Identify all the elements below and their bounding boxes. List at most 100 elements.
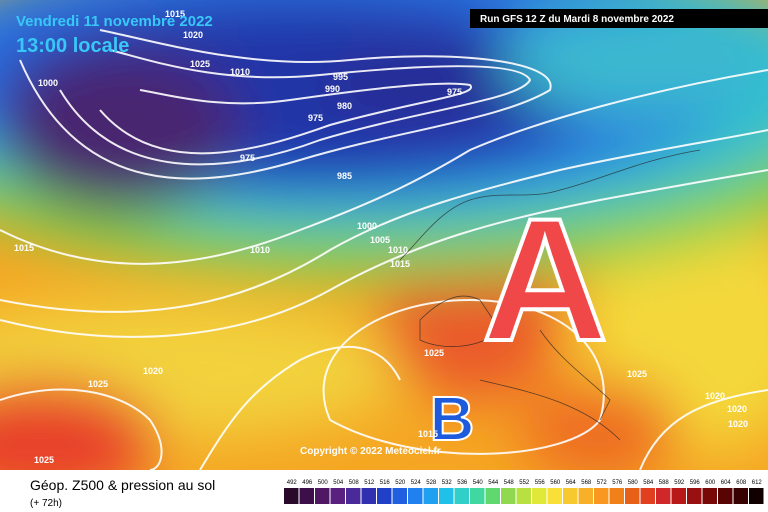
scale-swatch bbox=[439, 488, 454, 504]
isobar-label: 1015 bbox=[418, 429, 438, 439]
scale-label: 500 bbox=[318, 480, 329, 486]
scale-label: 592 bbox=[674, 480, 685, 486]
isobar-label: 975 bbox=[240, 153, 255, 163]
isobar-label: 1010 bbox=[388, 245, 408, 255]
scale-swatch bbox=[377, 488, 392, 504]
isobar-label: 1000 bbox=[38, 78, 58, 88]
scale-swatch bbox=[470, 488, 485, 504]
run-info: Run GFS 12 Z du Mardi 8 novembre 2022 bbox=[480, 14, 674, 25]
scale-label: 612 bbox=[752, 480, 763, 486]
scale-label: 580 bbox=[628, 480, 639, 486]
scale-swatch bbox=[454, 488, 469, 504]
scale-label: 544 bbox=[488, 480, 499, 486]
scale-swatch bbox=[578, 488, 593, 504]
scale-swatch bbox=[423, 488, 438, 504]
scale-label: 524 bbox=[411, 480, 422, 486]
low-pressure-marker: B bbox=[430, 385, 475, 454]
scale-swatch bbox=[563, 488, 578, 504]
high-pressure-marker: A bbox=[482, 183, 608, 378]
scale-label: 560 bbox=[550, 480, 561, 486]
scale-label: 608 bbox=[736, 480, 747, 486]
scale-label: 576 bbox=[612, 480, 623, 486]
isobar-label: 1025 bbox=[88, 379, 108, 389]
run-box bbox=[470, 9, 768, 28]
scale-label: 572 bbox=[597, 480, 608, 486]
isobar-label: 975 bbox=[308, 113, 323, 123]
scale-label: 492 bbox=[287, 480, 298, 486]
scale-label: 556 bbox=[535, 480, 546, 486]
scale-swatch bbox=[361, 488, 376, 504]
isobar-label: 975 bbox=[447, 87, 462, 97]
scale-swatch bbox=[485, 488, 500, 504]
isobar-label: 1025 bbox=[190, 59, 210, 69]
isobar-label: 1015 bbox=[390, 259, 410, 269]
scale-label: 504 bbox=[333, 480, 344, 486]
scale-label: 508 bbox=[349, 480, 360, 486]
color-scale: 492 496 500 504 508 512 516 520 524 528 532 536 540 5… bbox=[284, 480, 764, 504]
scale-swatch bbox=[547, 488, 562, 504]
isobar-label: 1015 bbox=[165, 9, 185, 19]
scale-label: 588 bbox=[659, 480, 670, 486]
isobar-label: 1025 bbox=[627, 369, 647, 379]
scale-swatch bbox=[640, 488, 655, 504]
scale-swatch bbox=[749, 488, 764, 504]
scale-swatch bbox=[408, 488, 423, 504]
isobar-label: 1015 bbox=[14, 243, 34, 253]
scale-swatch bbox=[284, 488, 299, 504]
forecast-time: 13:00 locale bbox=[16, 35, 129, 57]
isobar-label: 1005 bbox=[370, 235, 390, 245]
scale-swatch bbox=[656, 488, 671, 504]
scale-swatch bbox=[718, 488, 733, 504]
scale-label: 596 bbox=[690, 480, 701, 486]
scale-label: 568 bbox=[581, 480, 592, 486]
footer-lead: (+ 72h) bbox=[30, 498, 62, 509]
isobar-label: 985 bbox=[337, 171, 352, 181]
forecast-date: Vendredi 11 novembre 2022 bbox=[16, 13, 213, 30]
scale-swatch bbox=[733, 488, 748, 504]
scale-swatch bbox=[687, 488, 702, 504]
isobar-label: 1020 bbox=[705, 391, 725, 401]
scale-swatch bbox=[625, 488, 640, 504]
scale-label: 496 bbox=[302, 480, 313, 486]
isobar-label: 1020 bbox=[727, 404, 747, 414]
scale-label: 552 bbox=[519, 480, 530, 486]
scale-label: 548 bbox=[504, 480, 515, 486]
isobar-label: 1020 bbox=[728, 419, 748, 429]
footer-title: Géop. Z500 & pression au sol bbox=[30, 477, 215, 493]
scale-swatch bbox=[609, 488, 624, 504]
isobar-label: 1025 bbox=[34, 455, 54, 465]
scale-swatch bbox=[532, 488, 547, 504]
isobar-label: 1010 bbox=[250, 245, 270, 255]
scale-swatch bbox=[315, 488, 330, 504]
isobar-label: 1000 bbox=[357, 221, 377, 231]
copyright: Copyright © 2022 Meteociel.fr bbox=[300, 446, 441, 457]
scale-swatch bbox=[516, 488, 531, 504]
scale-swatch bbox=[299, 488, 314, 504]
isobar-label: 1020 bbox=[183, 30, 203, 40]
scale-label: 600 bbox=[705, 480, 716, 486]
isobar-label: 1020 bbox=[143, 366, 163, 376]
isobar-label: 1025 bbox=[424, 348, 444, 358]
map: A B 1015 1020 1025 1010 1010 1000 995 990 980 975… bbox=[0, 0, 768, 470]
scale-label: 536 bbox=[457, 480, 468, 486]
scale-label: 604 bbox=[721, 480, 732, 486]
scale-label: 540 bbox=[473, 480, 484, 486]
isobar-label: 990 bbox=[325, 84, 340, 94]
scale-label: 532 bbox=[442, 480, 453, 486]
scale-swatch bbox=[346, 488, 361, 504]
scale-swatch bbox=[702, 488, 717, 504]
scale-swatch bbox=[330, 488, 345, 504]
scale-label: 584 bbox=[643, 480, 654, 486]
scale-label: 512 bbox=[364, 480, 375, 486]
isobar-label: 1010 bbox=[230, 67, 250, 77]
scale-label: 564 bbox=[566, 480, 577, 486]
scale-swatch bbox=[594, 488, 609, 504]
scale-swatch bbox=[501, 488, 516, 504]
scale-swatch bbox=[392, 488, 407, 504]
isobar-label: 980 bbox=[337, 101, 352, 111]
scale-label: 520 bbox=[395, 480, 406, 486]
isobar-label: 995 bbox=[333, 72, 348, 82]
scale-label: 516 bbox=[380, 480, 391, 486]
isobar-labels: 1015 1020 1025 1010 1010 1000 995 990 980 975 975 9… bbox=[14, 9, 748, 465]
